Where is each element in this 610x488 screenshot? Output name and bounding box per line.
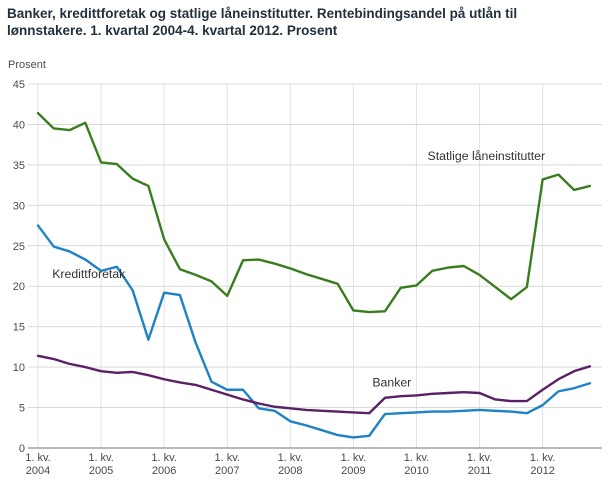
y-tick-label: 40 xyxy=(13,119,25,131)
x-tick-label: 1. kv. 2008 xyxy=(278,452,303,477)
series-line-statlige-l-neinstitutter xyxy=(36,111,592,314)
y-tick-label: 45 xyxy=(13,79,25,91)
chart-title: Banker, kredittforetak og statlige lånei… xyxy=(7,6,518,38)
y-tick-label: 20 xyxy=(13,281,25,293)
y-tick-label: 5 xyxy=(19,403,25,415)
x-tick-label: 1. kv. 2005 xyxy=(88,452,113,477)
y-tick-label: 35 xyxy=(13,160,25,172)
series-line-kredittforetak xyxy=(36,224,592,439)
x-tick-label: 1. kv. 2012 xyxy=(530,452,555,477)
series-label-banker: Banker xyxy=(372,376,411,390)
y-tick-label: 10 xyxy=(13,362,25,374)
y-tick-label: 25 xyxy=(13,241,25,253)
x-tick-label: 1. kv. 2006 xyxy=(151,452,176,477)
series-label-statlige-l-neinstitutter: Statlige låneinstitutter xyxy=(428,149,546,163)
y-tick-label: 0 xyxy=(19,443,25,455)
series-line-banker xyxy=(36,354,592,415)
x-tick-label: 1. kv. 2004 xyxy=(25,452,50,477)
series-label-kredittforetak: Kredittforetak xyxy=(52,267,126,281)
x-tick-label: 1. kv. 2010 xyxy=(404,452,429,477)
y-tick-label: 15 xyxy=(13,322,25,334)
y-tick-label: 30 xyxy=(13,200,25,212)
y-axis-unit-label: Prosent xyxy=(8,59,46,71)
x-tick-label: 1. kv. 2011 xyxy=(467,452,492,477)
x-tick-label: 1. kv. 2007 xyxy=(214,452,239,477)
x-tick-label: 1. kv. 2009 xyxy=(341,452,366,477)
